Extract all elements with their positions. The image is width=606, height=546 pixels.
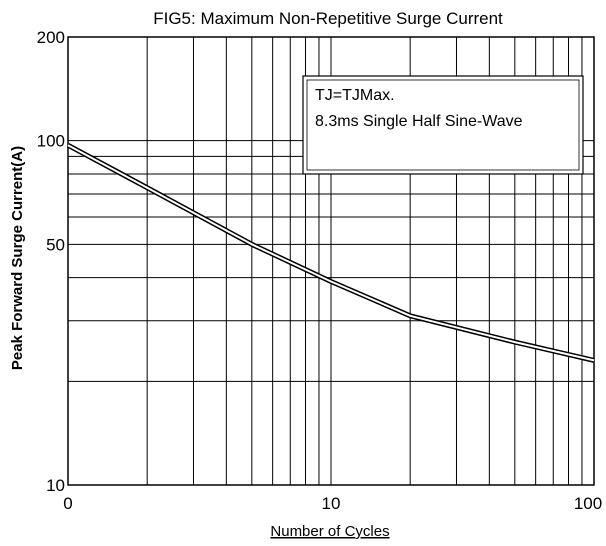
x-axis-label: Number of Cycles xyxy=(270,523,389,540)
y-axis-label: Peak Forward Surge Current(A) xyxy=(9,146,26,370)
y-tick-label: 10 xyxy=(46,476,65,495)
chart-title: FIG5: Maximum Non-Repetitive Surge Curre… xyxy=(153,9,503,28)
x-tick-label: 100 xyxy=(574,494,602,513)
annotation-line-1: TJ=TJMax. xyxy=(315,87,395,104)
annotation-box: TJ=TJMax. 8.3ms Single Half Sine-Wave xyxy=(303,76,583,174)
y-tick-label: 50 xyxy=(46,235,65,254)
y-tick-labels: 10 50 100 200 xyxy=(37,28,65,495)
y-tick-label: 100 xyxy=(37,132,65,151)
x-tick-label: 10 xyxy=(322,494,341,513)
x-tick-labels: 0 10 100 xyxy=(63,494,602,513)
y-tick-label: 200 xyxy=(37,28,65,47)
x-tick-label: 0 xyxy=(63,494,72,513)
annotation-line-2: 8.3ms Single Half Sine-Wave xyxy=(315,113,523,130)
